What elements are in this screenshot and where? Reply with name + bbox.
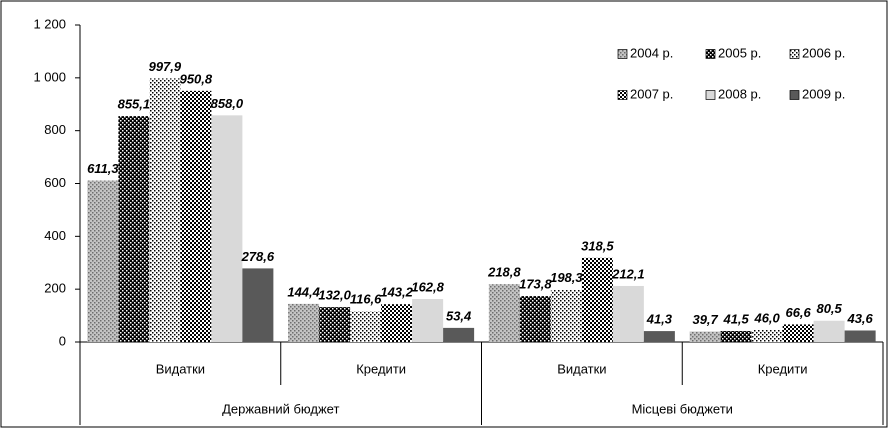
legend-label: 2008 р. <box>718 86 761 101</box>
x-tick-label: Видатки <box>156 361 205 376</box>
bar <box>443 327 475 342</box>
legend-swatch <box>789 90 800 100</box>
value-label: 218,8 <box>487 265 521 280</box>
value-label: 80,5 <box>816 301 842 316</box>
value-label: 611,3 <box>87 161 119 176</box>
bar <box>118 116 150 342</box>
value-label: 198,3 <box>550 270 583 285</box>
value-label: 41,5 <box>722 311 749 326</box>
bar <box>488 284 520 342</box>
value-label: 950,8 <box>180 71 213 86</box>
y-tick-label: 600 <box>44 175 66 190</box>
value-label: 855,1 <box>118 97 151 112</box>
value-label: 144,4 <box>287 284 320 299</box>
value-label: 162,8 <box>411 279 444 294</box>
bar <box>519 296 551 342</box>
legend-swatch <box>617 49 628 59</box>
value-label: 278,6 <box>241 249 275 264</box>
value-label: 997,9 <box>149 59 182 74</box>
legend-label: 2009 р. <box>802 86 845 101</box>
y-tick-label: 800 <box>44 122 66 137</box>
bar <box>412 298 444 342</box>
legend-label: 2006 р. <box>802 45 845 60</box>
value-label: 858,0 <box>211 96 244 111</box>
value-label: 43,6 <box>846 311 873 326</box>
value-label: 66,6 <box>785 305 811 320</box>
legend-label: 2007 р. <box>630 86 673 101</box>
bar <box>782 324 814 342</box>
x-tick-label: Кредити <box>356 361 406 376</box>
x-tick-label: Видатки <box>557 361 606 376</box>
x-tick-label: Кредити <box>758 361 808 376</box>
bar <box>149 78 181 342</box>
value-label: 116,6 <box>350 292 382 307</box>
bar <box>211 115 243 342</box>
bar <box>180 90 212 343</box>
bar <box>381 304 413 342</box>
bar <box>87 180 119 342</box>
group-label: Державний бюджет <box>222 401 339 416</box>
value-label: 132,0 <box>318 288 351 303</box>
legend-swatch <box>705 49 716 59</box>
y-tick-label: 200 <box>44 281 66 296</box>
value-label: 173,8 <box>519 277 552 292</box>
bar <box>612 285 644 342</box>
y-tick-label: 400 <box>44 228 66 243</box>
value-label: 318,5 <box>581 238 614 253</box>
bar <box>550 289 582 342</box>
y-tick-label: 1 000 <box>33 69 66 84</box>
value-label: 212,1 <box>611 266 645 281</box>
legend-label: 2005 р. <box>718 45 761 60</box>
bar <box>720 331 752 342</box>
bar <box>689 331 721 342</box>
value-label: 53,4 <box>446 308 472 323</box>
bar <box>581 257 613 342</box>
bar <box>643 331 675 342</box>
legend-swatch <box>705 90 716 100</box>
legend-swatch <box>789 49 800 59</box>
bar <box>813 320 845 342</box>
value-label: 46,0 <box>753 310 780 325</box>
legend-label: 2004 р. <box>630 45 673 60</box>
bar <box>350 311 382 342</box>
bar <box>844 330 876 342</box>
bar <box>319 307 351 342</box>
group-label: Місцеві бюджети <box>632 401 733 416</box>
value-label: 143,2 <box>380 285 413 300</box>
bar <box>288 303 320 342</box>
y-tick-label: 1 200 <box>33 16 66 31</box>
bar <box>242 268 274 342</box>
bar <box>751 329 783 342</box>
y-tick-label: 0 <box>59 333 66 348</box>
legend-swatch <box>617 90 628 100</box>
value-label: 41,3 <box>646 312 673 327</box>
value-label: 39,7 <box>692 312 718 327</box>
